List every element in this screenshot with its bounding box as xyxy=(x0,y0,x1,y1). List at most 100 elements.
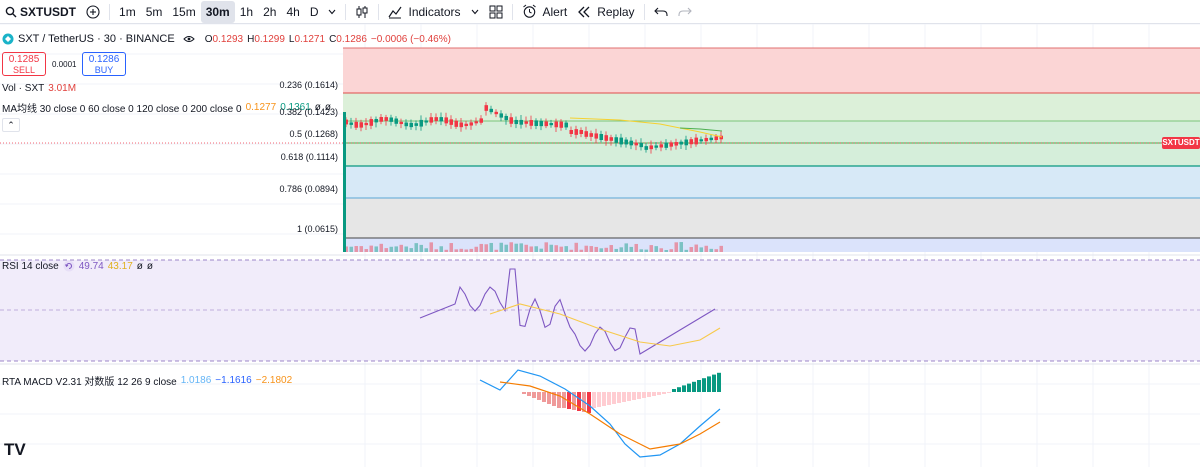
rsi-value-3: ø xyxy=(136,260,143,272)
candle-body xyxy=(469,122,473,126)
macd-histogram-bar xyxy=(717,372,721,392)
volume-bar xyxy=(614,248,618,252)
macd-histogram-bar xyxy=(692,381,696,392)
macd-histogram-bar xyxy=(572,392,576,410)
macd-histogram-bar xyxy=(587,392,591,413)
macd-histogram-bar xyxy=(602,392,606,406)
volume-bar xyxy=(474,246,478,252)
candle-body xyxy=(659,144,663,148)
macd-histogram-bar xyxy=(677,387,681,392)
search-icon xyxy=(5,6,17,18)
candle-body xyxy=(474,121,478,124)
macd-histogram-bar xyxy=(557,392,561,408)
candle-body xyxy=(674,142,678,146)
replay-button[interactable]: Replay xyxy=(572,1,639,23)
candle-body xyxy=(343,112,346,252)
volume-bar xyxy=(649,245,653,252)
volume-bar xyxy=(679,242,683,252)
volume-bar xyxy=(499,242,503,252)
macd-signal-line xyxy=(499,381,721,450)
macd-histogram-bar xyxy=(532,392,536,398)
layout-button[interactable] xyxy=(484,1,508,23)
interval-30m[interactable]: 30m xyxy=(200,0,235,23)
volume-bar xyxy=(424,248,428,252)
macd-histogram-bar xyxy=(567,392,571,409)
volume-bar xyxy=(709,248,713,252)
eye-icon[interactable] xyxy=(182,35,195,43)
ohlc-change: −0.0006 (−0.46%) xyxy=(370,33,451,45)
candlestick-series xyxy=(343,102,723,252)
ohlc-high: 0.1299 xyxy=(254,33,285,45)
volume-bar xyxy=(689,247,693,252)
volume-bar xyxy=(439,246,443,252)
undo-button[interactable] xyxy=(649,1,673,23)
candle-body xyxy=(489,108,493,113)
interval-15m[interactable]: 15m xyxy=(172,4,196,19)
volume-bar xyxy=(674,242,678,252)
ma-line-yellow xyxy=(569,117,723,138)
interval-dropdown[interactable] xyxy=(323,1,341,23)
candle-body xyxy=(589,133,593,137)
interval-1m[interactable]: 1m xyxy=(119,4,136,19)
volume-bar xyxy=(399,244,403,252)
fib-label-0-786: 0.786 (0.0894) xyxy=(279,184,338,194)
indicators-dropdown[interactable] xyxy=(466,1,484,23)
volume-bar xyxy=(459,248,463,252)
rsi-ma-line xyxy=(489,303,721,347)
fib-zone-below-1 xyxy=(343,238,1200,252)
interval-2h[interactable]: 2h xyxy=(263,4,277,19)
macd-value-2: −1.1616 xyxy=(215,375,252,386)
fib-label-0-5: 0.5 (0.1268) xyxy=(289,129,338,139)
ma-value-2: 0.1361 xyxy=(280,102,311,113)
candle-body xyxy=(559,121,563,128)
candle-body xyxy=(679,141,683,145)
volume-bar xyxy=(429,242,433,252)
candle-body xyxy=(584,131,588,137)
interval-D[interactable]: D xyxy=(309,4,319,19)
candle-body xyxy=(644,146,648,150)
macd-histogram-bar xyxy=(707,376,711,392)
macd-histogram-bar xyxy=(552,392,556,406)
interval-1h[interactable]: 1h xyxy=(239,4,254,19)
volume-bar xyxy=(369,245,373,252)
indicators-button[interactable]: Indicators xyxy=(383,1,465,23)
macd-histogram-bar xyxy=(662,392,666,394)
volume-bar xyxy=(419,244,423,252)
macd-histogram-bar xyxy=(542,392,546,402)
volume-bar xyxy=(559,246,563,252)
refresh-icon[interactable] xyxy=(63,260,75,272)
indicators-label: Indicators xyxy=(408,4,461,19)
candle-body xyxy=(594,133,598,139)
volume-bar xyxy=(434,249,438,252)
volume-bar xyxy=(404,246,408,252)
candle-body xyxy=(629,140,633,146)
alert-button[interactable]: Alert xyxy=(517,1,573,23)
buy-button[interactable]: 0.1286 BUY xyxy=(82,52,126,76)
collapse-legend-button[interactable]: ⌃ xyxy=(2,118,20,132)
candle-body xyxy=(494,111,498,115)
volume-bar xyxy=(514,243,518,252)
toolbar-divider xyxy=(109,3,111,20)
candle-body xyxy=(499,113,503,118)
interval-4h[interactable]: 4h xyxy=(286,4,300,19)
candle-body xyxy=(429,117,433,123)
volume-bar xyxy=(349,246,353,252)
fib-zone-786-1 xyxy=(343,198,1200,238)
chart-type-button[interactable] xyxy=(350,1,374,23)
volume-bar xyxy=(719,245,723,252)
symbol-search[interactable]: SXTUSDT xyxy=(0,1,81,23)
sell-button[interactable]: 0.1285 SELL xyxy=(2,52,46,76)
redo-button[interactable] xyxy=(673,1,697,23)
candle-body xyxy=(619,137,623,145)
volume-bar xyxy=(714,249,718,252)
compare-symbol-button[interactable] xyxy=(81,1,105,23)
candle-body xyxy=(529,120,533,126)
candle-body xyxy=(514,119,518,125)
interval-5m[interactable]: 5m xyxy=(145,4,163,19)
candle-body xyxy=(684,139,688,146)
chart-canvas[interactable] xyxy=(0,24,1200,467)
tradingview-logo: TV xyxy=(4,440,26,459)
macd-histogram-bar xyxy=(527,392,531,396)
top-toolbar: SXTUSDT 1m 5m 15m 30m 1h 2h 4h D Indicators xyxy=(0,0,1200,24)
candle-body xyxy=(389,117,393,122)
